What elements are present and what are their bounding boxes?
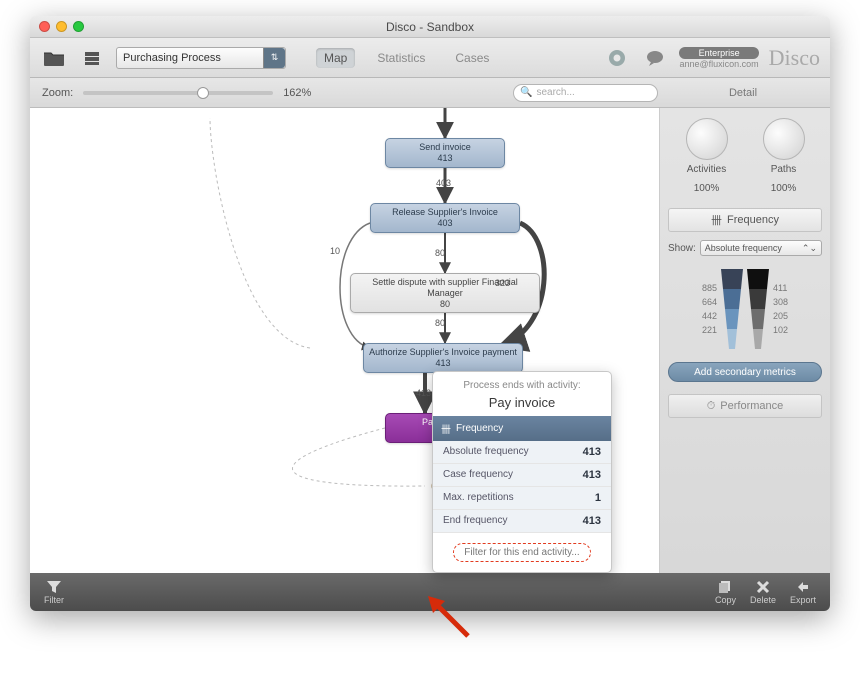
chevron-updown-icon: ⌃⌄ — [802, 243, 817, 254]
account-label: anne@fluxicon.com — [679, 59, 758, 69]
stopwatch-icon: ⏱ — [707, 400, 716, 413]
window-title: Disco - Sandbox — [30, 20, 830, 34]
flow-node-authorize[interactable]: Authorize Supplier's Invoice payment413 — [363, 343, 523, 373]
frequency-header[interactable]: 卌 Frequency — [668, 208, 822, 232]
legend-value: 442 — [702, 311, 717, 321]
chat-icon[interactable] — [641, 45, 669, 71]
show-select-value: Absolute frequency — [705, 243, 782, 253]
subtoolbar: Zoom: 162% 🔍 search... Detail — [30, 78, 830, 108]
show-label: Show: — [668, 243, 696, 254]
tally-icon: 卌 — [441, 421, 451, 436]
copy-button[interactable]: Copy — [715, 580, 736, 605]
titlebar: Disco - Sandbox — [30, 16, 830, 38]
delete-button[interactable]: Delete — [750, 580, 776, 605]
legend-value: 664 — [702, 297, 717, 307]
zoom-slider-thumb[interactable] — [197, 87, 209, 99]
edge-label: 413 — [416, 388, 431, 398]
popup-row: Case frequency413 — [433, 464, 611, 487]
edge-label: 80 — [435, 318, 445, 328]
project-select[interactable]: Purchasing Process ⇅ — [116, 47, 286, 69]
select-arrows-icon: ⇅ — [263, 48, 285, 68]
edge-label: 10 — [330, 246, 340, 256]
activities-label: Activities — [686, 164, 728, 175]
copy-label: Copy — [715, 595, 736, 605]
filter-end-activity-button[interactable]: Filter for this end activity... — [453, 543, 590, 562]
popup-activity: Pay invoice — [433, 395, 611, 416]
license-badge: Enterprise — [679, 47, 758, 59]
color-legend: 885 664 442 221 411 308 205 102 — [668, 264, 822, 354]
paths-pct: 100% — [771, 183, 797, 194]
legend-value: 308 — [773, 297, 788, 307]
app-logo: Disco — [769, 45, 820, 71]
edge-label: 323 — [495, 278, 510, 288]
edge-label: 403 — [436, 178, 451, 188]
legend-value: 102 — [773, 325, 788, 335]
app-window: Disco - Sandbox Purchasing Process ⇅ Map… — [30, 16, 830, 611]
zoom-label: Zoom: — [42, 87, 73, 99]
filter-label: Filter — [44, 595, 64, 605]
search-placeholder: search... — [536, 87, 574, 98]
annotation-arrow-icon — [423, 591, 473, 641]
flow-node-release[interactable]: Release Supplier's Invoice403 — [370, 203, 520, 233]
popup-section: 卌 Frequency — [433, 416, 611, 441]
tally-icon: 卌 — [711, 212, 722, 228]
legend-value: 885 — [702, 283, 717, 293]
detail-sidebar: Activities Paths 100% 100% 卌 Frequency S… — [660, 108, 830, 573]
export-label: Export — [790, 595, 816, 605]
export-button[interactable]: Export — [790, 580, 816, 605]
popup-header: Process ends with activity: — [433, 372, 611, 395]
activities-knob[interactable] — [686, 118, 728, 160]
activity-popup: Process ends with activity: Pay invoice … — [432, 371, 612, 573]
project-select-value: Purchasing Process — [123, 52, 221, 64]
frequency-label: Frequency — [727, 214, 779, 226]
flow-node-send_invoice[interactable]: Send invoice413 — [385, 138, 505, 168]
filter-button[interactable]: Filter — [44, 580, 64, 605]
lifebuoy-icon[interactable] — [603, 45, 631, 71]
performance-label: Performance — [720, 400, 783, 412]
legend-value: 205 — [773, 311, 788, 321]
edge-label: 80 — [435, 248, 445, 258]
tab-map[interactable]: Map — [316, 48, 355, 68]
add-secondary-button[interactable]: Add secondary metrics — [668, 362, 822, 382]
popup-row: Max. repetitions1 — [433, 487, 611, 510]
search-input[interactable]: 🔍 search... — [513, 84, 658, 102]
zoom-value: 162% — [283, 87, 311, 99]
paths-knob[interactable] — [763, 118, 805, 160]
show-select[interactable]: Absolute frequency ⌃⌄ — [700, 240, 822, 256]
flow-node-settle[interactable]: Settle dispute with supplier Financial M… — [350, 273, 540, 313]
zoom-slider[interactable] — [83, 91, 273, 95]
popup-row: Absolute frequency413 — [433, 441, 611, 464]
database-icon[interactable] — [78, 45, 106, 71]
search-icon: 🔍 — [520, 87, 532, 98]
open-folder-icon[interactable] — [40, 45, 68, 71]
legend-value: 221 — [702, 325, 717, 335]
legend-value: 411 — [773, 283, 788, 293]
performance-header[interactable]: ⏱ Performance — [668, 394, 822, 418]
paths-label: Paths — [763, 164, 805, 175]
popup-section-label: Frequency — [456, 423, 503, 434]
popup-row: End frequency413 — [433, 510, 611, 533]
tab-cases[interactable]: Cases — [447, 48, 497, 68]
delete-label: Delete — [750, 595, 776, 605]
detail-label: Detail — [668, 87, 818, 99]
activities-pct: 100% — [694, 183, 720, 194]
toolbar: Purchasing Process ⇅ Map Statistics Case… — [30, 38, 830, 78]
tab-statistics[interactable]: Statistics — [369, 48, 433, 68]
